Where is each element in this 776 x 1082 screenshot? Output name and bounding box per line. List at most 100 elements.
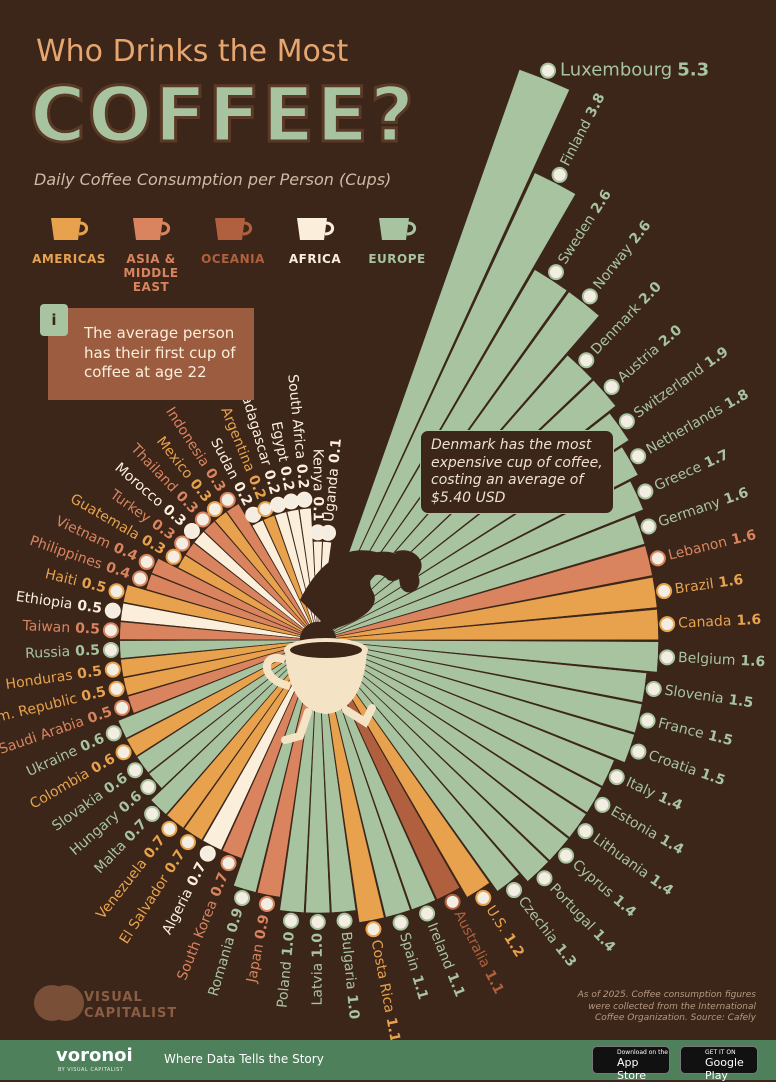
flag xyxy=(645,680,662,697)
flag xyxy=(444,893,461,910)
flag xyxy=(258,896,275,913)
bar-label: Haiti0.5 xyxy=(43,566,107,596)
bar xyxy=(333,480,644,634)
flag xyxy=(104,661,121,678)
bar xyxy=(120,602,301,639)
flag xyxy=(581,288,598,305)
value-label: 0.9 xyxy=(252,913,272,940)
flag xyxy=(659,616,676,633)
flag xyxy=(115,744,132,761)
value-label: 0.5 xyxy=(76,663,103,682)
bar-label: Bulgaria 1.0 xyxy=(338,931,362,1020)
legend-icon xyxy=(297,218,335,240)
bars: Luxembourg 5.3Finland3.8Sweden2.6Norway2.… xyxy=(0,60,766,1040)
flag xyxy=(551,166,568,183)
flag xyxy=(296,491,313,508)
callout-text: The average person has their first cup o… xyxy=(84,324,236,381)
value-label: 1.6 xyxy=(718,572,745,591)
value-label: 0.7 xyxy=(122,816,151,845)
value-label: 1.4 xyxy=(610,892,639,921)
value-label: 0.6 xyxy=(116,788,145,816)
value-label: 0.1 xyxy=(310,497,326,522)
bar xyxy=(226,503,310,626)
bar-label: France1.5 xyxy=(656,715,734,749)
bar-label: Egypt0.2 xyxy=(268,420,297,492)
bar-label: U.S.1.2 xyxy=(482,903,527,960)
value-label: 1.6 xyxy=(730,527,758,548)
country-name: Greece xyxy=(652,459,704,494)
google-play-badge[interactable]: GET IT ON Google Play xyxy=(680,1046,758,1082)
country-name: France xyxy=(656,715,705,742)
value-label: 0.5 xyxy=(76,598,103,617)
bar-label: Lebanon1.6 xyxy=(667,527,758,564)
flag xyxy=(161,820,178,837)
bar xyxy=(177,554,304,633)
flag xyxy=(392,914,409,931)
value-label: 1.0 xyxy=(310,933,326,958)
flag xyxy=(108,583,125,600)
bar-label: Finland3.8 xyxy=(558,91,609,169)
bar-label: Slovenia 1.5 xyxy=(663,683,754,712)
legend-item: AFRICA xyxy=(274,214,356,294)
flag xyxy=(144,805,161,822)
bar xyxy=(251,519,311,625)
country-name: Portugal xyxy=(546,881,598,934)
legend-label: ASIA & MIDDLE EAST xyxy=(123,252,179,294)
flag xyxy=(179,834,196,851)
value-label: 0.7 xyxy=(208,870,232,899)
country-name: Belgium xyxy=(678,650,736,669)
legend-icon xyxy=(215,218,253,240)
value-label: 1.6 xyxy=(740,653,766,670)
value-label: 1.4 xyxy=(590,926,619,955)
brand-logo xyxy=(34,985,84,1021)
country-name: Ireland xyxy=(424,921,457,972)
bar xyxy=(334,514,646,636)
badge-big: Google Play xyxy=(705,1056,744,1082)
country-name: Algeria xyxy=(159,886,196,937)
country-name: Japan xyxy=(244,943,267,985)
app-store-badge[interactable]: Download on the App Store xyxy=(592,1046,670,1082)
value-label: 1.1 xyxy=(408,973,430,1001)
legend-icon xyxy=(133,218,171,240)
country-name: Spain xyxy=(396,931,422,973)
bar-label: Spain1.1 xyxy=(396,931,431,1002)
flag xyxy=(219,491,236,508)
country-name: Ethiopia xyxy=(15,589,74,613)
brand: VISUAL CAPITALIST xyxy=(84,990,178,1021)
flag xyxy=(194,511,211,528)
country-name: Bulgaria xyxy=(338,931,359,990)
flag xyxy=(108,680,125,697)
cup-handle xyxy=(78,221,89,236)
bar-label: Luxembourg 5.3 xyxy=(560,60,709,81)
bar-label: Croatia1.5 xyxy=(646,748,727,789)
country-name: Malta xyxy=(91,838,129,877)
value-label: 2.0 xyxy=(636,279,665,308)
chart-title: Who Drinks the Most xyxy=(36,34,349,69)
flag xyxy=(199,845,216,862)
flag xyxy=(536,870,553,887)
chart-title-emphasis: COFFEE? xyxy=(28,69,417,161)
value-label: 0.2 xyxy=(276,465,296,492)
value-label: 1.2 xyxy=(500,931,527,961)
value-label: 0.1 xyxy=(327,438,345,464)
bar-label: Costa Rica1.1 xyxy=(368,938,403,1040)
value-label: 0.2 xyxy=(260,468,282,496)
value-label: 2.6 xyxy=(626,218,654,247)
country-name: Kenya xyxy=(310,449,326,492)
flag xyxy=(234,889,251,906)
bar-label: Japan 0.9 xyxy=(244,913,273,985)
flag xyxy=(365,921,382,938)
bar-label: Ethiopia 0.5 xyxy=(15,589,103,617)
value-label: 1.5 xyxy=(727,692,754,711)
flag xyxy=(174,535,191,552)
value-label: 1.8 xyxy=(722,387,751,413)
bar xyxy=(185,542,305,631)
bar-label: Austria2.0 xyxy=(615,322,686,386)
flag xyxy=(659,649,676,666)
country-name: Taiwan xyxy=(21,618,70,636)
flag xyxy=(656,583,673,600)
value-label: 1.4 xyxy=(657,832,687,858)
bar-label: Greece1.7 xyxy=(652,447,731,494)
cup-handle xyxy=(406,221,417,236)
badge-big: App Store xyxy=(617,1056,647,1082)
